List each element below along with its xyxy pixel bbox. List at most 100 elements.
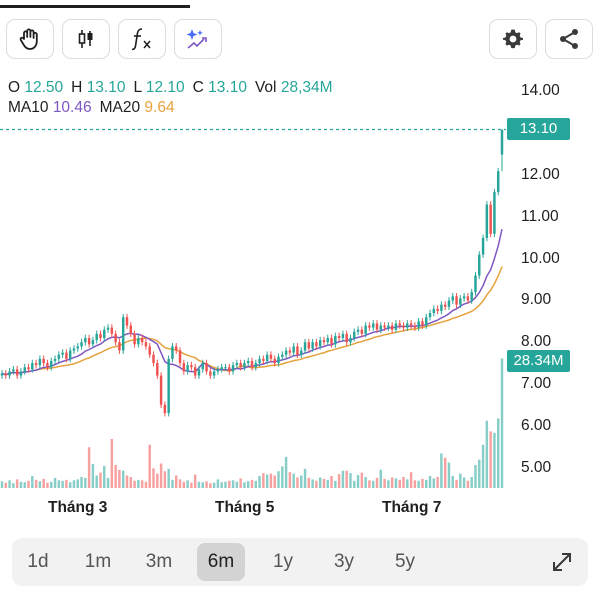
price-chart[interactable] [0,60,600,490]
indicator-tool-button[interactable] [118,19,166,59]
fullscreen-button[interactable] [548,548,576,576]
candle-body [330,338,333,345]
volume-bar [379,469,383,488]
candle-tool-button[interactable] [62,19,110,59]
candle-body [265,354,269,361]
volume-bar [57,480,61,488]
volume-bar [15,479,19,488]
candle-body [489,204,492,234]
candle-body [68,350,72,359]
candle-body [500,129,504,155]
volume-bar [175,475,178,488]
candle-body [337,335,341,339]
range-1d[interactable]: 1d [27,551,49,572]
volume-bar [371,480,375,488]
candle-body [53,358,57,361]
volume-bar [474,464,477,488]
volume-bar [345,470,348,488]
volume-bar [428,476,432,488]
candle-body [197,369,201,376]
candle-body [46,363,49,368]
volume-bar [334,480,337,488]
ai-draw-tool-button[interactable] [174,19,222,59]
volume-bar [364,476,367,488]
fx-icon [128,26,156,52]
candle-body [72,348,76,351]
volume-bar [118,469,121,488]
volume-bar [228,480,231,488]
candle-body [406,323,409,328]
volume-bar [186,480,189,488]
candle-body [413,325,417,328]
candle-body [322,340,326,343]
volume-bar [125,475,129,488]
volume-bar [148,444,151,488]
volume-bar [38,481,42,488]
volume-bar [163,471,167,488]
volume-bar [356,475,360,488]
candle-body [284,350,288,355]
volume-bar [243,482,246,488]
range-3m[interactable]: 3m [145,551,173,572]
y-tick-label: 11.00 [521,208,559,225]
candle-body [167,358,170,414]
candle-body [31,363,34,370]
status-progress-line [0,5,190,8]
range-5y[interactable]: 5y [394,551,416,572]
candle-body [239,363,242,368]
volume-bar [425,479,428,488]
volume-bar [12,483,15,488]
candle-body [353,331,356,339]
candle-body [459,298,462,305]
expand-icon [548,553,576,580]
ma10-value: 10.46 [52,99,92,116]
candle-body [379,325,383,330]
volume-bar [337,474,341,488]
share-button[interactable] [545,19,593,59]
volume-bar [137,479,140,488]
volume-bar [481,444,485,488]
volume-bar [103,465,106,488]
candle-body [57,354,61,359]
volume-bar [216,479,220,488]
volume-bar [432,478,436,488]
candle-body [243,363,246,368]
range-1m[interactable]: 1m [84,551,112,572]
settings-button[interactable] [489,19,537,59]
candle-body [262,358,265,361]
candle-body [277,356,280,364]
candle-body [383,325,386,328]
volume-bar [447,462,451,488]
volume-bar [182,481,186,488]
candle-body [4,373,8,376]
volume-bar [478,459,481,488]
candle-body [371,323,375,328]
ohlc-row: O 12.50 H 13.10 L 12.10 C 13.10 Vol 28,34M [8,78,341,98]
candle-body [349,338,352,343]
close-label: C [192,79,204,96]
candle-body [307,342,311,349]
range-6m[interactable]: 6m [197,543,245,581]
candle-body [288,350,292,353]
volume-bar [197,481,201,488]
y-tick-label: 8.00 [521,333,552,350]
volume-bar [190,482,193,488]
candle-body [84,338,87,343]
candle-body [34,363,38,366]
range-3y[interactable]: 3y [333,551,355,572]
candle-body [368,325,371,328]
candle-body [296,346,299,355]
last-price-tag: 13.10 [507,118,570,140]
volume-bar [239,478,242,488]
range-1y[interactable]: 1y [272,551,294,572]
candle-body [148,346,151,355]
y-tick-label: 14.00 [521,82,560,99]
candle-body [440,304,443,311]
candle-body [466,296,470,301]
candle-body [15,369,19,376]
candle-body [152,354,155,364]
hand-tool-button[interactable] [6,19,54,59]
x-tick-label: Tháng 3 [48,499,108,516]
candle-body [478,254,481,276]
volume-bar [53,477,57,488]
